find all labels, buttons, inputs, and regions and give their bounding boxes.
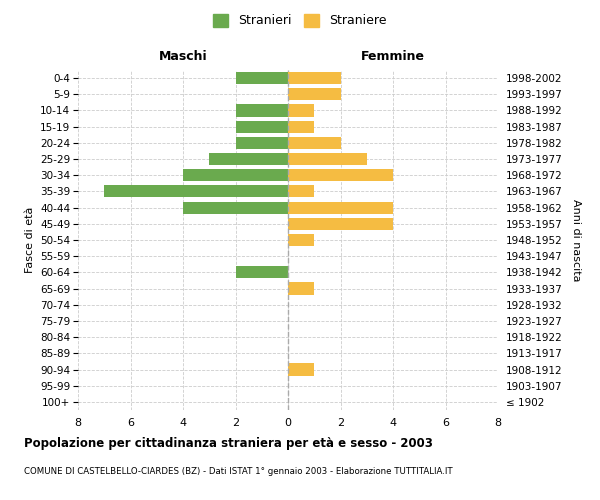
Text: COMUNE DI CASTELBELLO-CIARDES (BZ) - Dati ISTAT 1° gennaio 2003 - Elaborazione T: COMUNE DI CASTELBELLO-CIARDES (BZ) - Dat… <box>24 468 452 476</box>
Bar <box>209 153 288 165</box>
Legend: Stranieri, Straniere: Stranieri, Straniere <box>208 8 392 32</box>
Bar <box>235 72 288 84</box>
Y-axis label: Fasce di età: Fasce di età <box>25 207 35 273</box>
Bar <box>288 218 393 230</box>
Bar <box>288 202 393 213</box>
Bar <box>183 202 288 213</box>
Bar <box>288 234 314 246</box>
Bar <box>235 266 288 278</box>
Bar <box>288 88 341 101</box>
Bar <box>288 282 314 294</box>
Bar <box>288 120 314 132</box>
Bar <box>288 169 393 181</box>
Bar <box>288 72 341 84</box>
Bar <box>288 364 314 376</box>
Bar <box>288 186 314 198</box>
Bar <box>288 137 341 149</box>
Text: Femmine: Femmine <box>361 50 425 63</box>
Bar <box>288 153 367 165</box>
Bar <box>235 120 288 132</box>
Bar <box>235 137 288 149</box>
Bar <box>104 186 288 198</box>
Y-axis label: Anni di nascita: Anni di nascita <box>571 198 581 281</box>
Text: Maschi: Maschi <box>158 50 208 63</box>
Bar <box>235 104 288 117</box>
Bar <box>288 104 314 117</box>
Text: Popolazione per cittadinanza straniera per età e sesso - 2003: Popolazione per cittadinanza straniera p… <box>24 438 433 450</box>
Bar <box>183 169 288 181</box>
